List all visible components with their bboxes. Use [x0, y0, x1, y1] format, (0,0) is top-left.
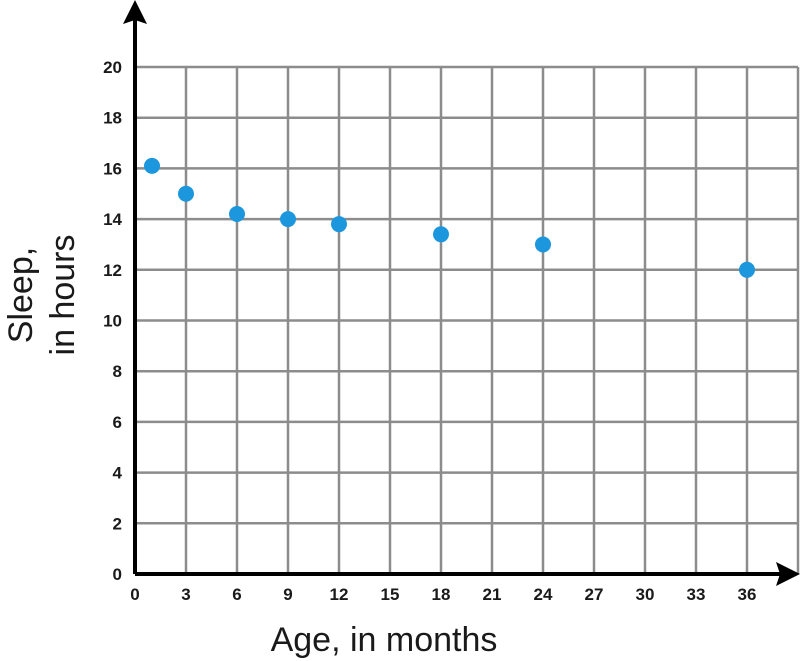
y-tick-label: 8 — [113, 362, 122, 381]
y-tick-label: 12 — [103, 261, 122, 280]
x-tick-label: 33 — [687, 585, 706, 604]
x-axis-title: Age, in months — [271, 621, 498, 659]
x-tick-label: 36 — [738, 585, 757, 604]
y-tick-label: 14 — [103, 210, 122, 229]
y-axis-title-line-1: Sleep, — [2, 247, 40, 343]
x-tick-label: 30 — [636, 585, 655, 604]
x-tick-label: 21 — [483, 585, 502, 604]
y-tick-label: 4 — [113, 464, 123, 483]
y-tick-label: 0 — [113, 565, 122, 584]
axes — [123, 0, 800, 586]
y-tick-label: 2 — [113, 514, 122, 533]
data-point — [739, 261, 755, 278]
x-tick-label: 6 — [232, 585, 241, 604]
data-point — [433, 226, 449, 243]
data-point — [178, 185, 194, 202]
grid — [135, 65, 800, 574]
y-axis-arrow-icon — [123, 0, 147, 24]
y-tick-label: 16 — [103, 159, 122, 178]
data-point — [535, 236, 551, 253]
x-tick-label: 9 — [283, 585, 292, 604]
y-tick-label: 6 — [113, 413, 122, 432]
x-tick-label: 27 — [585, 585, 604, 604]
x-tick-labels: 0 3 6 9 12 15 18 21 24 27 30 33 36 — [130, 585, 756, 604]
x-tick-label: 18 — [432, 585, 451, 604]
y-tick-label: 18 — [103, 109, 122, 128]
y-axis-title-line-2: in hours — [44, 235, 82, 356]
y-axis-title: Sleep, in hours — [2, 235, 82, 356]
y-tick-label: 20 — [103, 58, 122, 77]
x-tick-label: 12 — [330, 585, 349, 604]
x-axis-arrow-icon — [776, 562, 800, 586]
data-point — [144, 157, 160, 174]
x-tick-label: 0 — [130, 585, 139, 604]
data-point — [229, 206, 245, 223]
x-tick-label: 24 — [534, 585, 553, 604]
data-point — [280, 211, 296, 228]
data-point — [331, 216, 347, 233]
x-tick-label: 3 — [181, 585, 190, 604]
y-tick-label: 10 — [103, 312, 122, 331]
x-tick-label: 15 — [381, 585, 400, 604]
y-tick-labels: 0 2 4 6 8 10 12 14 16 18 20 — [103, 58, 122, 584]
data-points — [144, 157, 755, 278]
